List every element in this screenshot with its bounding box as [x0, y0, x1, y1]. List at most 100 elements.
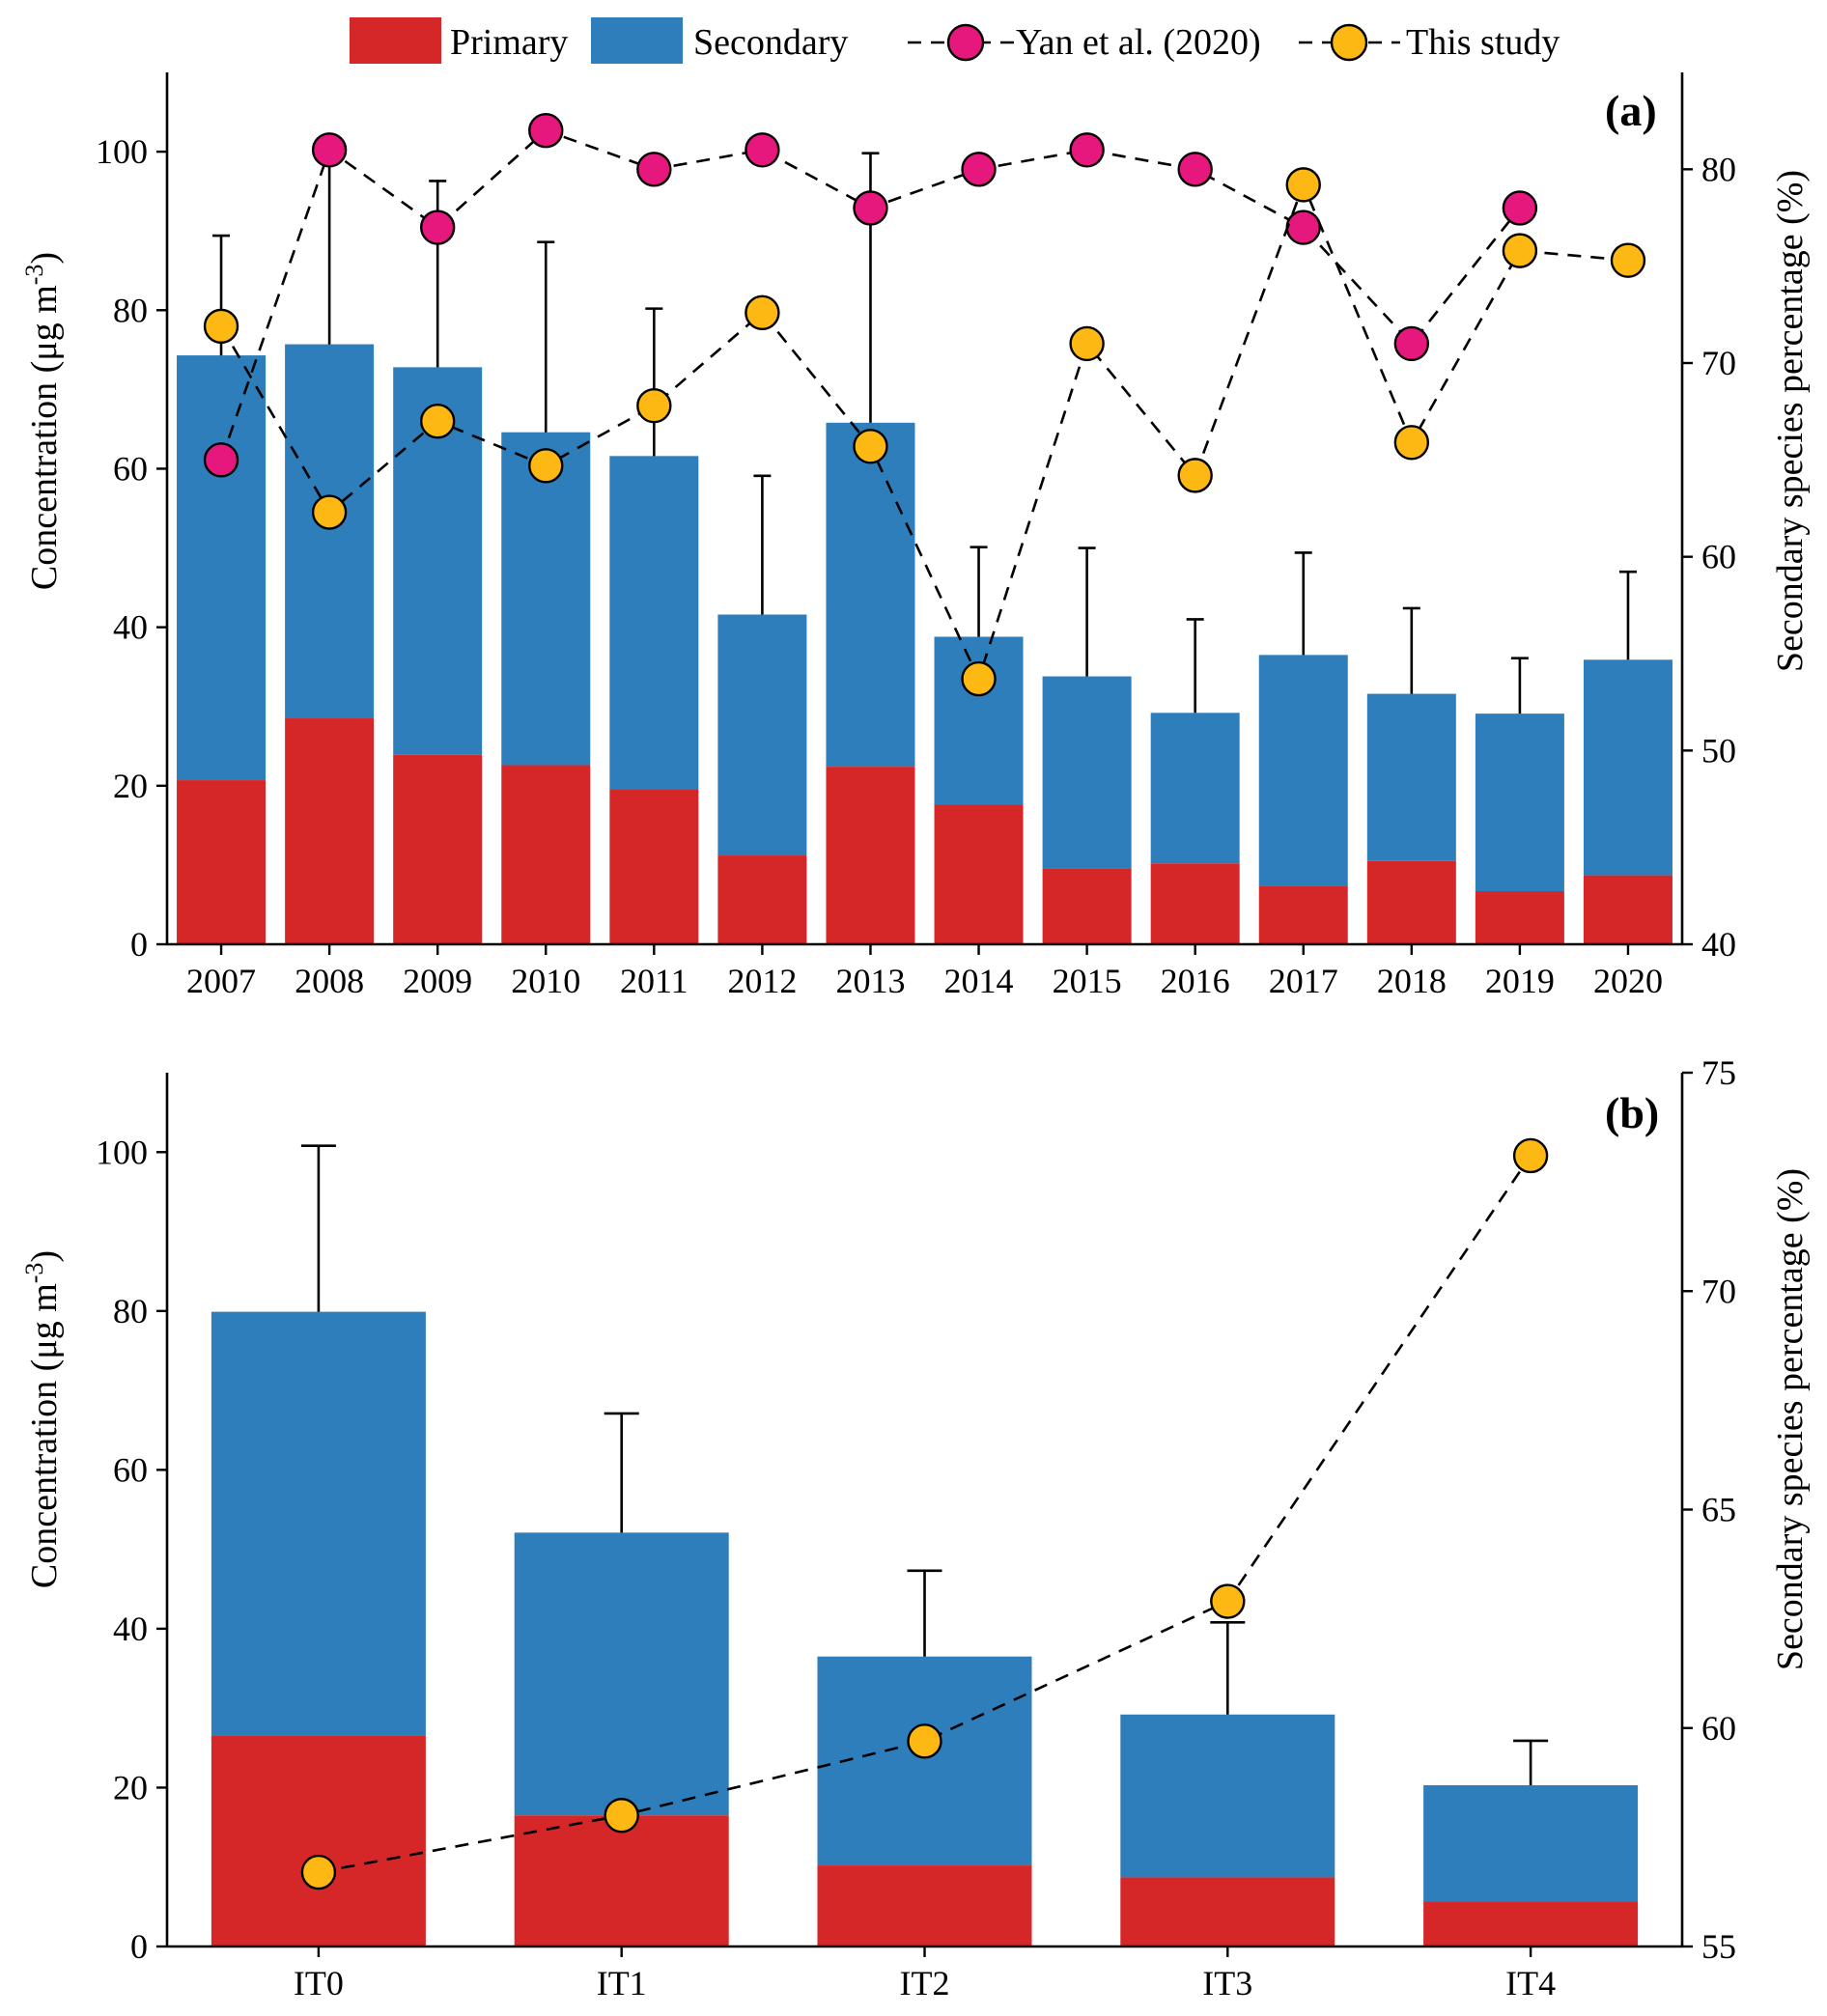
panel-b-axes: 0 20 40 60 80 100 55 60 65 70 75 IT0 IT1 IT2 IT3 IT4 — [96, 1053, 1736, 2002]
legend-secondary-swatch — [591, 17, 683, 64]
point-this-study-2007 — [203, 308, 239, 345]
bar-primary-IT0 — [211, 1735, 426, 1946]
bar-primary-2007 — [177, 780, 267, 944]
right-tick-label-55: 55 — [1701, 1927, 1736, 1966]
bar-primary-2010 — [501, 765, 591, 944]
bar-secondary-2017 — [1258, 655, 1348, 886]
x-tick-label-IT0: IT0 — [294, 1964, 344, 2002]
point-yan-2011 — [636, 152, 672, 187]
point-this-study-2015 — [1069, 325, 1105, 362]
x-tick-label-IT4: IT4 — [1505, 1964, 1556, 2002]
bar-secondary-2010 — [501, 432, 591, 766]
x-tick-label-2011: 2011 — [620, 962, 689, 1000]
legend-primary-label: Primary — [450, 22, 568, 63]
bar-primary-2014 — [934, 804, 1024, 944]
bar-secondary-IT3 — [1120, 1714, 1335, 1878]
x-tick-label-2020: 2020 — [1593, 962, 1663, 1000]
x-tick-label-2008: 2008 — [295, 962, 364, 1000]
bar-primary-IT2 — [817, 1865, 1032, 1946]
right-tick-label-60: 60 — [1701, 1709, 1736, 1748]
bar-secondary-IT2 — [817, 1656, 1032, 1866]
bar-primary-2013 — [826, 767, 915, 944]
point-this-study-2013 — [853, 429, 888, 464]
left-tick-label-60: 60 — [113, 1450, 148, 1489]
point-this-study-2017 — [1285, 167, 1321, 203]
left-tick-label-20: 20 — [113, 1768, 148, 1806]
left-tick-label-20: 20 — [113, 767, 148, 805]
point-this-study-IT3 — [1210, 1583, 1246, 1619]
point-yan-2008 — [311, 132, 348, 168]
panel-a-label: (a) — [1605, 86, 1657, 135]
bar-primary-2018 — [1366, 860, 1456, 944]
bar-secondary-2020 — [1583, 659, 1672, 876]
bar-primary-2008 — [285, 718, 375, 944]
left-tick-label-80: 80 — [113, 291, 148, 329]
x-tick-label-IT3: IT3 — [1202, 1964, 1252, 2002]
point-yan-2017 — [1285, 210, 1321, 245]
panel-b-left-axis-title: Concentration (μg m-3) — [20, 1250, 65, 1588]
bar-primary-2012 — [717, 855, 807, 944]
bar-primary-2019 — [1475, 890, 1564, 944]
panel-a-left-axis-title: Concentration (μg m-3) — [20, 252, 65, 590]
right-tick-label-75: 75 — [1701, 1053, 1736, 1092]
panel-b-lines — [300, 1137, 1549, 1890]
bar-primary-2016 — [1150, 863, 1240, 944]
left-tick-label-100: 100 — [96, 132, 148, 171]
bar-secondary-2016 — [1150, 713, 1240, 864]
panel-a-lines — [203, 112, 1646, 697]
point-this-study-2020 — [1610, 242, 1646, 278]
bar-secondary-IT0 — [211, 1311, 426, 1736]
legend-yan-label: Yan et al. (2020) — [1016, 22, 1261, 63]
panel-b-bars — [211, 1311, 1639, 1946]
left-tick-label-0: 0 — [130, 925, 148, 964]
right-tick-label-65: 65 — [1701, 1491, 1736, 1529]
bar-secondary-2012 — [717, 614, 807, 856]
point-yan-2016 — [1177, 152, 1213, 187]
bar-primary-IT4 — [1423, 1901, 1639, 1946]
point-yan-2019 — [1502, 190, 1538, 226]
right-tick-label-50: 50 — [1701, 731, 1736, 770]
point-yan-2018 — [1393, 325, 1430, 362]
left-tick-label-80: 80 — [113, 1292, 148, 1330]
x-tick-label-2012: 2012 — [727, 962, 797, 1000]
x-tick-label-2018: 2018 — [1377, 962, 1447, 1000]
x-tick-label-2010: 2010 — [511, 962, 580, 1000]
x-tick-label-2016: 2016 — [1161, 962, 1230, 1000]
bar-secondary-2011 — [609, 456, 699, 790]
point-this-study-2019 — [1502, 233, 1538, 268]
bar-secondary-2013 — [826, 422, 915, 768]
point-yan-2010 — [528, 112, 564, 149]
point-this-study-2018 — [1393, 425, 1430, 461]
point-this-study-2009 — [419, 404, 456, 439]
point-this-study-IT2 — [907, 1723, 942, 1759]
bar-secondary-2019 — [1475, 714, 1564, 891]
bar-primary-2020 — [1583, 875, 1672, 944]
point-yan-2012 — [745, 132, 780, 168]
left-tick-label-60: 60 — [113, 449, 148, 488]
series-line-this-study — [219, 181, 1629, 683]
point-this-study-2011 — [636, 387, 672, 424]
panel-a-axes: 0 20 40 60 80 100 40 50 60 70 80 2007 2008 2009 2010 20… — [96, 72, 1736, 1000]
panel-b-error-bars — [300, 1144, 1549, 1785]
point-this-study-IT4 — [1512, 1137, 1549, 1174]
point-this-study-2014 — [961, 660, 997, 697]
x-tick-label-IT2: IT2 — [900, 1964, 950, 2002]
bar-secondary-2015 — [1042, 676, 1132, 869]
right-tick-label-70: 70 — [1701, 1272, 1736, 1310]
bar-secondary-2008 — [285, 344, 375, 719]
left-tick-label-0: 0 — [130, 1927, 148, 1966]
point-yan-2014 — [961, 152, 997, 187]
point-this-study-IT1 — [604, 1798, 639, 1834]
point-yan-2009 — [419, 210, 456, 245]
right-tick-label-70: 70 — [1701, 344, 1736, 382]
point-yan-2013 — [853, 190, 888, 226]
bar-secondary-2007 — [177, 355, 267, 781]
left-tick-label-40: 40 — [113, 608, 148, 647]
point-this-study-IT0 — [300, 1854, 337, 1890]
bar-primary-2017 — [1258, 885, 1348, 944]
bar-primary-IT3 — [1120, 1877, 1335, 1946]
panel-b-label: (b) — [1605, 1088, 1659, 1137]
right-tick-label-80: 80 — [1701, 150, 1736, 188]
legend: Primary Secondary Yan et al. (2020) This… — [350, 17, 1560, 64]
